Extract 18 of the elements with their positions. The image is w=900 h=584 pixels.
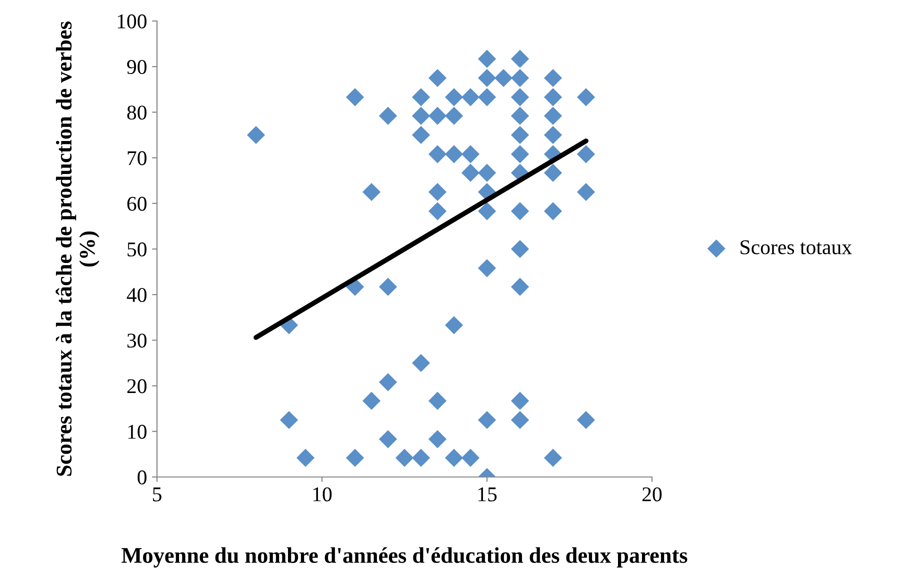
x-axis-title: Moyenne du nombre d'années d'éducation des deux parents — [122, 547, 688, 568]
y-tick-label: 80 — [127, 106, 146, 120]
x-tick-label: 15 — [478, 487, 497, 502]
y-tick-label: 20 — [127, 379, 146, 394]
y-tick-label: 40 — [126, 288, 146, 302]
y-tick-label: 90 — [127, 60, 146, 74]
y-tick-label: 30 — [127, 334, 146, 348]
y-tick-label: 70 — [128, 151, 146, 166]
legend-label: Scores totaux — [740, 240, 852, 254]
x-tick-label: 20 — [642, 487, 662, 502]
y-tick-label: 50 — [128, 242, 146, 256]
y-tick-label: 10 — [128, 424, 146, 439]
x-tick-label: 10 — [313, 487, 332, 502]
y-tick-label: 100 — [118, 14, 146, 28]
x-tick-label: 5 — [153, 488, 162, 502]
y-tick-label: 60 — [127, 196, 146, 211]
y-axis-title: Scores totaux à la tâche de production de verbes (%) — [56, 22, 100, 476]
y-tick-label: 0 — [138, 470, 146, 484]
